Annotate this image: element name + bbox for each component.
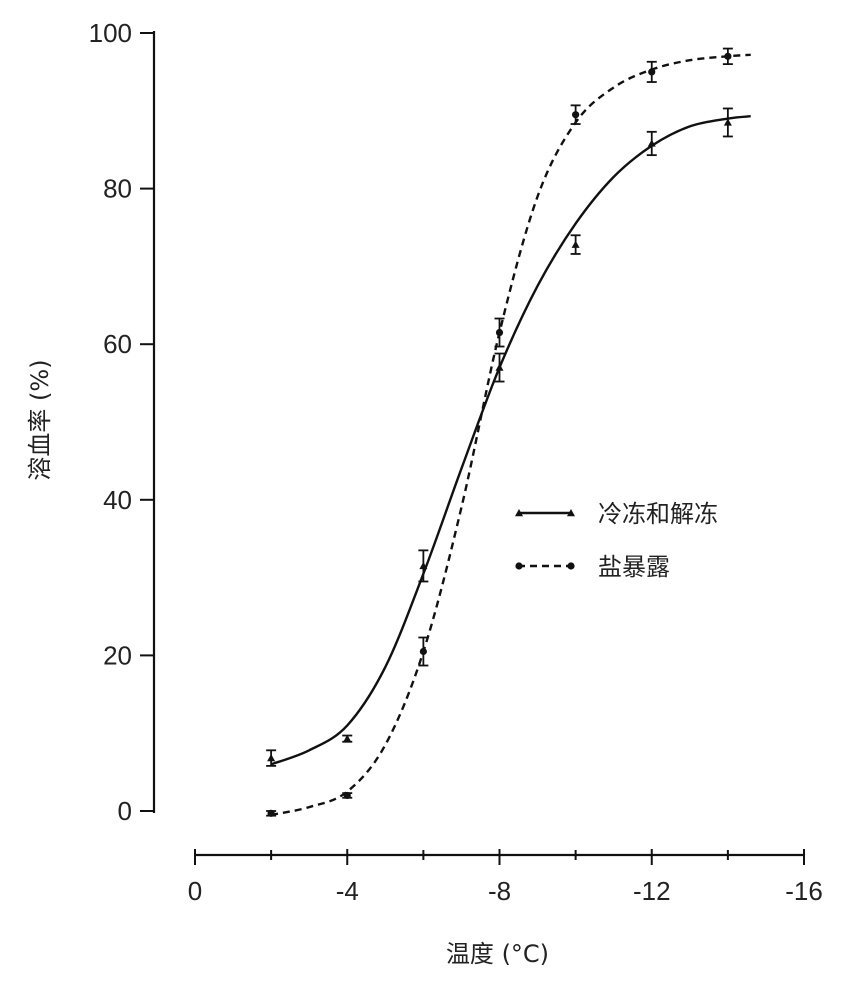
- x-axis-title: 温度 (°C): [446, 940, 549, 968]
- data-point: [571, 240, 580, 248]
- plot-area: [266, 47, 751, 817]
- x-tick-label: -8: [488, 876, 511, 906]
- y-tick-label: 40: [103, 485, 132, 515]
- data-point: [267, 809, 275, 817]
- legend-item: 盐暴露: [515, 553, 670, 581]
- legend-marker: [515, 562, 523, 570]
- legend-label: 冷冻和解冻: [598, 500, 718, 528]
- data-point: [648, 68, 656, 76]
- data-point: [572, 111, 580, 119]
- data-point: [267, 754, 276, 762]
- y-axis: 0 20 40 60 80 100: [89, 18, 156, 826]
- legend-marker: [515, 509, 523, 517]
- legend-label: 盐暴露: [598, 553, 670, 581]
- legend-marker: [567, 562, 575, 570]
- x-tick-label: -12: [633, 876, 671, 906]
- y-tick-label: 60: [103, 329, 132, 359]
- x-tick-label: 0: [188, 876, 202, 906]
- y-tick-label: 80: [103, 174, 132, 204]
- data-point: [343, 734, 352, 742]
- data-point: [495, 328, 504, 337]
- x-tick-label: -4: [336, 876, 359, 906]
- y-tick-label: 100: [89, 18, 132, 48]
- legend-marker: [567, 509, 575, 517]
- series-1-fit-line: [270, 115, 751, 766]
- data-point: [343, 791, 351, 800]
- x-axis: 0 -4 -8 -12 -16: [188, 849, 823, 906]
- x-tick-label: -16: [785, 876, 823, 906]
- data-point: [647, 139, 656, 147]
- data-point: [723, 118, 732, 126]
- series-2: [266, 47, 751, 817]
- data-point: [495, 363, 504, 371]
- legend-item: 冷冻和解冻: [515, 500, 718, 528]
- series-2-fit-line: [270, 53, 751, 817]
- data-point: [724, 52, 732, 60]
- series-1: [266, 107, 751, 767]
- y-tick-label: 20: [103, 640, 132, 670]
- data-point: [419, 561, 428, 570]
- y-tick-label: 0: [118, 796, 132, 826]
- y-axis-title: 溶血率 (%): [26, 359, 54, 480]
- data-point: [419, 647, 427, 656]
